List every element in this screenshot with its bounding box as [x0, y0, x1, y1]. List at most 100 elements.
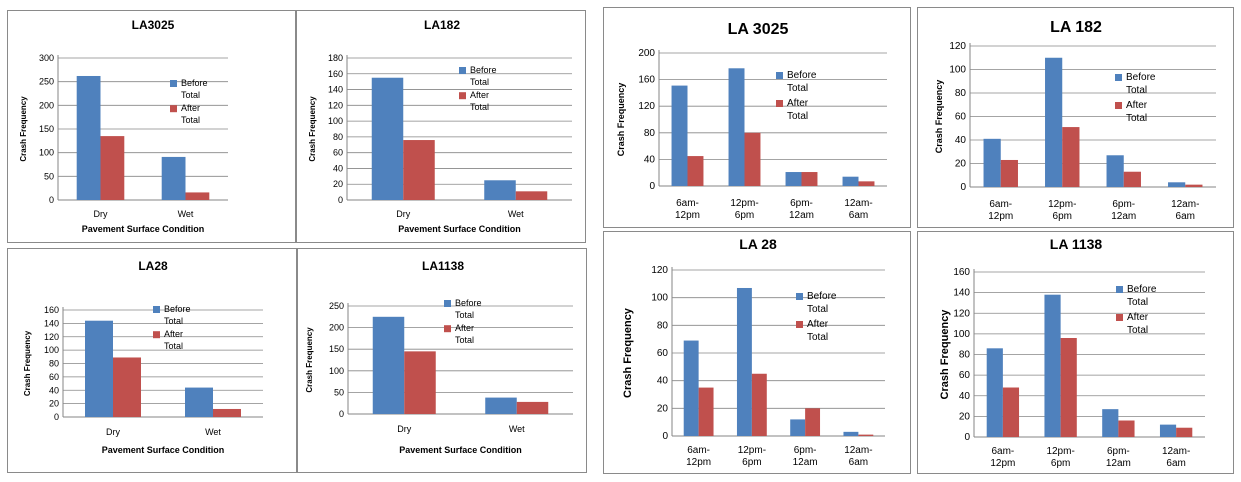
after-bar-12am-6am: [1185, 184, 1203, 187]
y-axis-label: Crash Frequency: [939, 309, 951, 400]
x-tick-label: 6pm-12am: [1106, 446, 1131, 469]
x-tick-label: Dry: [396, 209, 410, 219]
before-bar-dry: [371, 77, 404, 200]
after-bar-6pm-12am: [801, 172, 818, 186]
x-tick-label: 6am-12pm: [988, 199, 1013, 222]
after-bar-dry: [403, 140, 435, 200]
y-tick-label: 140: [953, 288, 970, 299]
y-tick-label: 50: [334, 387, 344, 397]
x-tick-label: Wet: [178, 209, 194, 219]
x-tick-label: 6pm-12am: [1111, 199, 1136, 222]
y-tick-label: 0: [662, 431, 668, 442]
y-tick-label: 100: [44, 345, 59, 355]
y-tick-label: 0: [649, 181, 655, 192]
before-bar-6pm-12am: [1106, 155, 1124, 187]
after-bar-6am-12pm: [698, 387, 714, 436]
legend-swatch: [1115, 102, 1122, 109]
legend-entry: After Total: [164, 329, 183, 351]
y-tick-label: 0: [964, 432, 970, 443]
chart-panel-la3025-surface: LA3025 0 50 100 150 200 250 300 Dry Wet Crash Freq…: [7, 10, 296, 243]
chart-panel-la3025-time: LA 3025 0 40 80 120 160 200 6am-12pm 12pm-6pm 6pm…: [603, 7, 911, 228]
legend-swatch: [796, 293, 803, 300]
after-bar-wet: [185, 192, 210, 200]
x-axis-label: Pavement Surface Condition: [399, 445, 522, 455]
chart-title: LA28: [138, 259, 168, 273]
legend-swatch: [170, 80, 177, 87]
y-axis-label: Crash Frequency: [616, 83, 626, 157]
after-bar-6am-12pm: [1002, 387, 1020, 437]
after-bar-6pm-12am: [1123, 171, 1141, 187]
y-tick-label: 40: [657, 376, 669, 387]
before-bar-6pm-12am: [1102, 409, 1119, 437]
after-bar-12am-6am: [858, 181, 875, 186]
after-bar-dry: [404, 351, 436, 414]
before-bar-12pm-6pm: [736, 287, 752, 436]
after-bar-12pm-6pm: [1062, 127, 1080, 187]
chart-title: LA182: [424, 18, 460, 32]
y-tick-label: 20: [333, 179, 343, 189]
y-tick-label: 100: [329, 366, 344, 376]
y-axis-label: Crash Frequency: [934, 80, 944, 154]
y-tick-label: 120: [949, 41, 966, 52]
y-tick-label: 0: [54, 412, 59, 422]
after-bar-6pm-12am: [805, 408, 821, 436]
y-tick-label: 180: [328, 53, 343, 63]
legend-entry: After Total: [1126, 100, 1148, 124]
y-axis-label: Crash Frequency: [19, 96, 28, 162]
legend-entry: Before Total: [1127, 284, 1157, 308]
y-tick-label: 200: [329, 323, 344, 333]
legend-swatch: [170, 105, 177, 113]
x-tick-label: 6am-12pm: [675, 198, 700, 221]
legend-swatch: [444, 325, 451, 333]
y-tick-label: 160: [953, 267, 970, 278]
y-tick-label: 200: [638, 48, 655, 59]
y-tick-label: 20: [955, 159, 967, 170]
after-bar-wet: [515, 191, 548, 200]
after-bar-dry: [100, 136, 125, 200]
x-axis-label: Pavement Surface Condition: [82, 224, 205, 234]
legend-entry: After Total: [787, 98, 809, 122]
after-bar-12am-6am: [1176, 427, 1193, 437]
chart-svg: LA1138 0 50 100 150 200 250 Dry Wet Crash Frequen…: [305, 259, 573, 455]
before-bar-dry: [85, 320, 113, 417]
legend-swatch: [1115, 74, 1122, 81]
x-tick-label: Dry: [397, 424, 411, 434]
y-axis-label: Crash Frequency: [305, 327, 314, 393]
chart-svg: LA 28 0 20 40 60 80 100 120 6am-12pm 12pm-6pm 6pm-…: [622, 236, 885, 468]
legend-entry: Before Total: [181, 78, 208, 100]
chart-panel-la28-time: LA 28 0 20 40 60 80 100 120 6am-12pm 12pm-6pm 6pm-…: [603, 231, 911, 474]
y-tick-label: 60: [959, 370, 971, 381]
y-tick-label: 50: [44, 171, 54, 181]
y-tick-label: 100: [651, 293, 668, 304]
legend-swatch: [444, 300, 451, 307]
before-bar-6am-12pm: [986, 348, 1003, 437]
y-tick-label: 120: [638, 101, 655, 112]
before-bar-6am-12pm: [983, 138, 1001, 187]
x-tick-label: 12am-6am: [1162, 446, 1190, 469]
chart-panel-la1138-time: LA 1138 0 20 40 60 80 100 120 140 160 6am-12pm 12pm…: [917, 231, 1234, 474]
y-tick-label: 20: [959, 411, 971, 422]
before-bar-12pm-6pm: [1045, 57, 1063, 187]
x-tick-label: 6am-12pm: [990, 446, 1015, 469]
chart-svg: LA 182 0 20 40 60 80 100 120 6am-12pm 12pm-6pm 6pm…: [934, 19, 1216, 222]
y-tick-label: 160: [638, 75, 655, 86]
y-tick-label: 120: [953, 308, 970, 319]
legend-entry: After Total: [1127, 312, 1149, 336]
y-tick-label: 160: [328, 69, 343, 79]
y-tick-label: 300: [39, 53, 54, 63]
x-tick-label: 12pm-6pm: [1048, 199, 1076, 222]
before-bar-12am-6am: [842, 176, 859, 186]
before-bar-12pm-6pm: [728, 68, 745, 186]
after-bar-12pm-6pm: [751, 373, 767, 436]
chart-svg: LA3025 0 50 100 150 200 250 300 Dry Wet Crash Freq…: [19, 18, 228, 234]
y-tick-label: 100: [39, 148, 54, 158]
y-tick-label: 0: [338, 195, 343, 205]
chart-title: LA 28: [739, 236, 777, 252]
after-bar-12pm-6pm: [744, 132, 761, 186]
legend-swatch: [796, 321, 803, 328]
y-tick-label: 150: [329, 344, 344, 354]
y-tick-label: 120: [44, 332, 59, 342]
x-tick-label: 12am-6am: [1171, 199, 1199, 222]
chart-svg: LA28 0 20 40 60 80 100 120 140 160 Dry Wet Crash Fre…: [23, 259, 263, 455]
x-tick-label: 12pm-6pm: [730, 198, 758, 221]
